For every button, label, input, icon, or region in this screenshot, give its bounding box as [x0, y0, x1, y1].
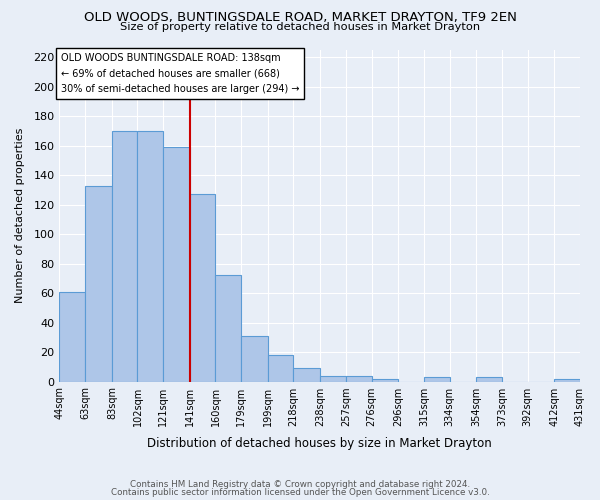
Bar	[112, 131, 137, 382]
Bar	[190, 194, 215, 382]
X-axis label: Distribution of detached houses by size in Market Drayton: Distribution of detached houses by size …	[148, 437, 492, 450]
Bar	[320, 376, 346, 382]
Bar	[424, 377, 449, 382]
Text: Contains public sector information licensed under the Open Government Licence v3: Contains public sector information licen…	[110, 488, 490, 497]
Bar	[59, 292, 85, 382]
Bar	[371, 378, 398, 382]
Bar	[476, 377, 502, 382]
Text: OLD WOODS, BUNTINGSDALE ROAD, MARKET DRAYTON, TF9 2EN: OLD WOODS, BUNTINGSDALE ROAD, MARKET DRA…	[83, 11, 517, 24]
Y-axis label: Number of detached properties: Number of detached properties	[15, 128, 25, 304]
Bar	[137, 131, 163, 382]
Text: Size of property relative to detached houses in Market Drayton: Size of property relative to detached ho…	[120, 22, 480, 32]
Bar	[163, 147, 190, 382]
Bar	[346, 376, 371, 382]
Bar	[293, 368, 320, 382]
Text: Contains HM Land Registry data © Crown copyright and database right 2024.: Contains HM Land Registry data © Crown c…	[130, 480, 470, 489]
Bar	[241, 336, 268, 382]
Bar	[215, 276, 241, 382]
Bar	[554, 378, 580, 382]
Text: OLD WOODS BUNTINGSDALE ROAD: 138sqm
← 69% of detached houses are smaller (668)
3: OLD WOODS BUNTINGSDALE ROAD: 138sqm ← 69…	[61, 53, 299, 94]
Bar	[85, 186, 112, 382]
Bar	[268, 355, 293, 382]
